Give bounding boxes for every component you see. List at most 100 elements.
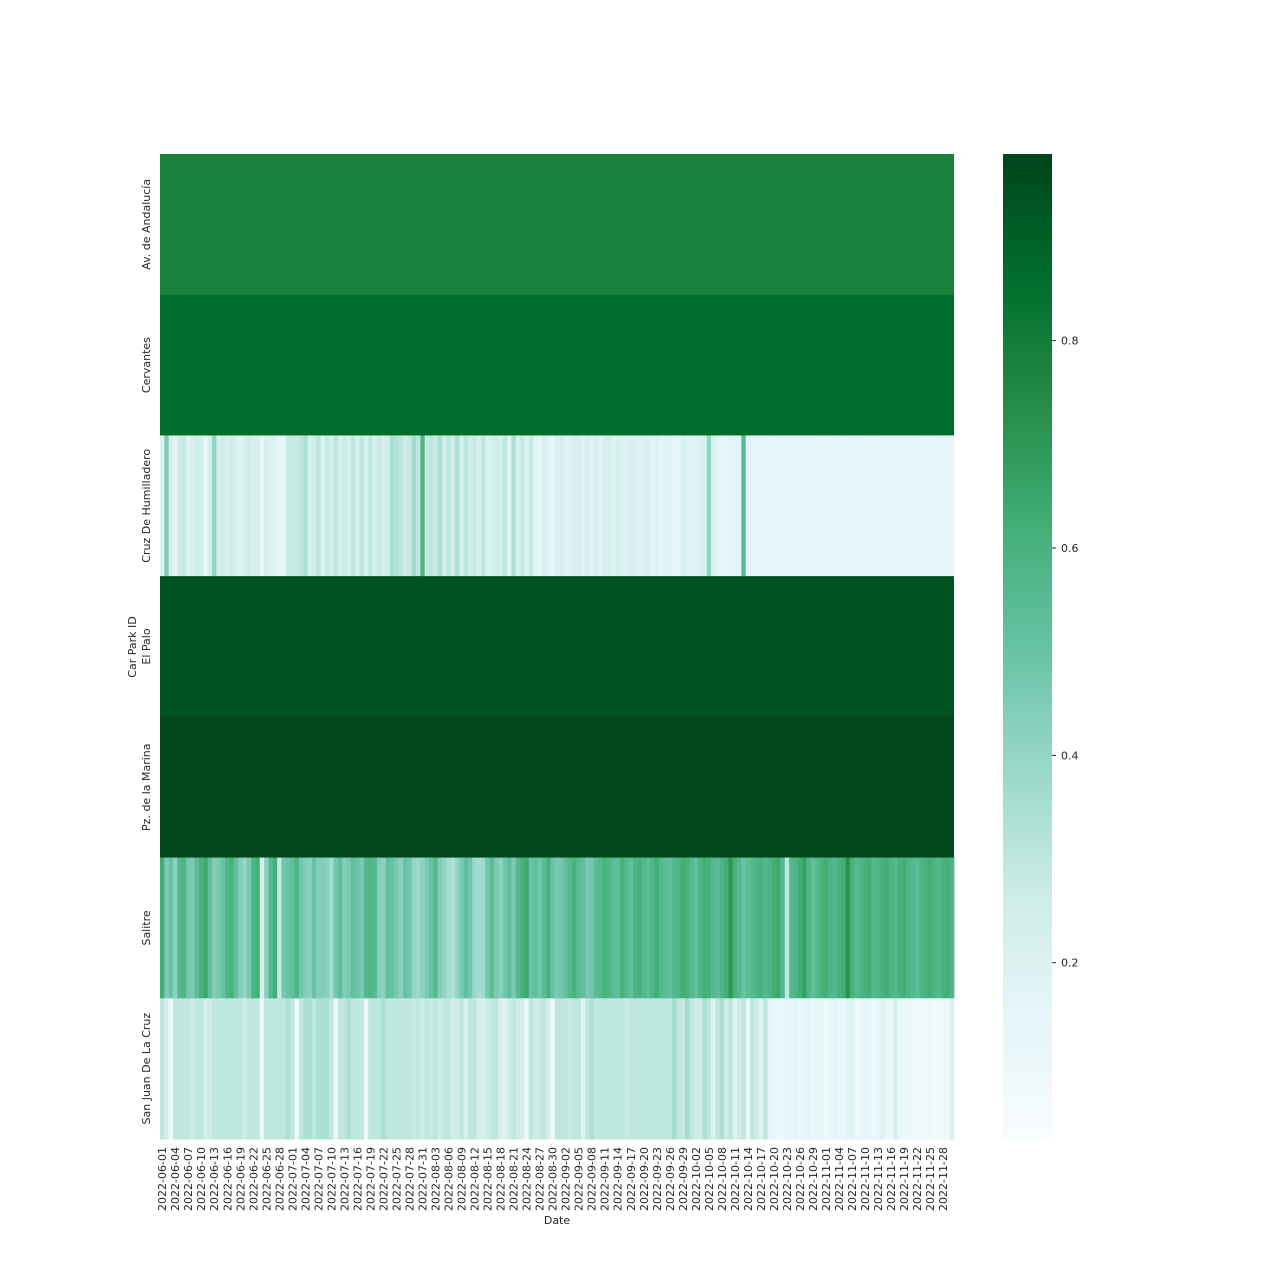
colorbar-band <box>1003 656 1052 662</box>
heatmap-cell <box>194 998 200 1140</box>
heatmap-cell <box>910 857 916 999</box>
colorbar-band <box>1003 464 1052 470</box>
colorbar-band <box>1003 1001 1052 1007</box>
heatmap-cell <box>810 998 816 1140</box>
x-tick-label: 2022-08-27 <box>534 1147 547 1211</box>
colorbar-band <box>1003 163 1052 170</box>
heatmap-cell <box>893 857 898 999</box>
heatmap-cell <box>715 998 721 1140</box>
x-tick-label: 2022-11-28 <box>937 1147 950 1211</box>
heatmap-row-cell <box>160 294 954 436</box>
heatmap-cell <box>754 857 760 999</box>
heatmap-cell <box>741 435 747 577</box>
x-tick-label: 2022-08-03 <box>430 1147 443 1211</box>
colorbar-tick-label: 0.8 <box>1061 335 1079 348</box>
heatmap-cell <box>559 857 564 999</box>
heatmap-cells <box>160 154 955 1140</box>
heatmap-cell <box>207 435 213 577</box>
heatmap-cell <box>589 857 595 999</box>
heatmap-cell <box>528 998 534 1140</box>
heatmap-cell <box>689 435 695 577</box>
heatmap-cell <box>168 435 174 577</box>
colorbar-band <box>1003 1119 1052 1125</box>
heatmap-cell <box>667 857 673 999</box>
colorbar-band <box>1003 543 1052 549</box>
heatmap-cell <box>702 435 708 577</box>
heatmap-cell <box>389 857 395 999</box>
colorbar-band <box>1003 232 1052 239</box>
heatmap-cell <box>919 435 925 577</box>
heatmap-cell <box>706 998 712 1140</box>
heatmap-cell <box>376 998 382 1140</box>
heatmap-cell <box>468 998 473 1140</box>
heatmap-cell <box>459 435 465 577</box>
x-tick-label: 2022-10-08 <box>716 1147 729 1211</box>
colorbar-band <box>1003 671 1052 677</box>
heatmap-cell <box>832 998 838 1140</box>
heatmap-cell <box>854 857 859 999</box>
x-tick-label: 2022-07-22 <box>377 1147 390 1211</box>
heatmap-cell <box>832 435 838 577</box>
colorbar-band <box>1003 1020 1052 1027</box>
heatmap-cell <box>259 857 265 999</box>
colorbar-band <box>1003 700 1052 707</box>
colorbar-band <box>1003 390 1052 396</box>
colorbar-band <box>1003 951 1052 958</box>
heatmap-cell <box>394 998 400 1140</box>
heatmap-cell <box>797 435 803 577</box>
x-tick-label: 2022-06-19 <box>234 1147 247 1211</box>
heatmap-cell <box>901 435 907 577</box>
heatmap-row-cell <box>160 154 954 296</box>
heatmap-cell <box>511 857 517 999</box>
heatmap-cell <box>507 998 512 1140</box>
heatmap-cell <box>329 857 334 999</box>
heatmap-cell <box>420 998 426 1140</box>
colorbar-band <box>1003 715 1052 721</box>
heatmap-cell <box>277 435 282 577</box>
heatmap-cell <box>728 435 734 577</box>
x-tick-label: 2022-07-10 <box>325 1147 338 1211</box>
heatmap-cell <box>932 998 938 1140</box>
x-tick-label: 2022-07-19 <box>364 1147 377 1211</box>
heatmap-cell <box>802 435 807 577</box>
heatmap-cell <box>277 857 282 999</box>
colorbar-band <box>1003 799 1052 805</box>
colorbar-band <box>1003 567 1052 574</box>
heatmap-cell <box>741 857 747 999</box>
colorbar-band <box>1003 577 1052 583</box>
colorbar-band <box>1003 208 1052 214</box>
colorbar-band <box>1003 828 1052 835</box>
heatmap-cell <box>437 857 443 999</box>
heatmap-cell <box>446 998 452 1140</box>
heatmap-cell <box>793 435 799 577</box>
colorbar-band <box>1003 646 1052 652</box>
heatmap-cell <box>945 857 951 999</box>
heatmap-cell <box>784 857 790 999</box>
y-tick-label: Av. de Andalucía <box>140 179 153 270</box>
colorbar-band <box>1003 222 1052 229</box>
heatmap-cell <box>533 998 538 1140</box>
heatmap-cell <box>906 998 912 1140</box>
heatmap-cell <box>849 998 855 1140</box>
colorbar-band <box>1003 666 1052 672</box>
heatmap-cell <box>524 998 530 1140</box>
heatmap-cell <box>402 435 408 577</box>
heatmap-cell <box>637 435 643 577</box>
colorbar-band <box>1003 1030 1052 1037</box>
colorbar-band <box>1003 779 1052 785</box>
colorbar-band <box>1003 813 1052 820</box>
colorbar-band <box>1003 961 1052 968</box>
heatmap-cell <box>858 998 864 1140</box>
heatmap-cell <box>494 435 499 577</box>
colorbar-band <box>1003 720 1052 726</box>
heatmap-cell <box>350 857 356 999</box>
heatmap-cell <box>346 998 352 1140</box>
heatmap-cell <box>797 998 803 1140</box>
colorbar-band <box>1003 424 1052 431</box>
colorbar-band <box>1003 1025 1052 1032</box>
heatmap-cell <box>324 857 330 999</box>
heatmap-cell <box>164 998 170 1140</box>
heatmap-cell <box>763 857 768 999</box>
heatmap-cell <box>207 857 213 999</box>
colorbar-band <box>1003 474 1052 480</box>
